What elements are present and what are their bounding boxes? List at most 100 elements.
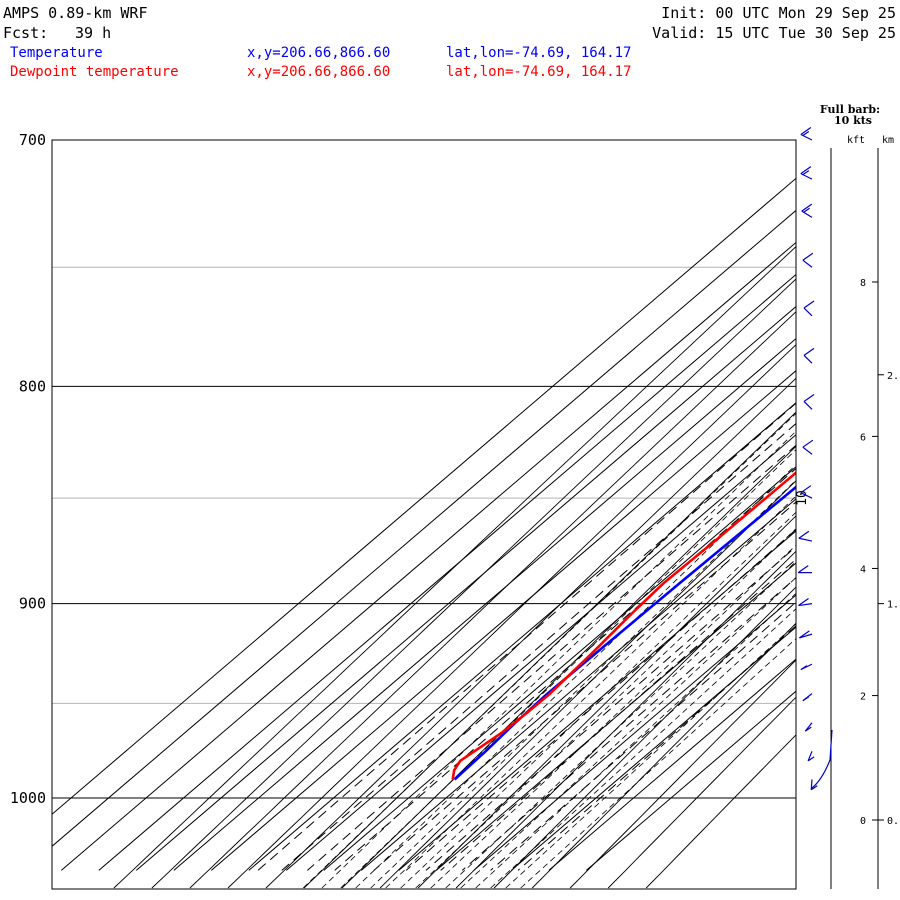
wind-barb-surface-trace xyxy=(811,729,833,789)
fcst-value: 39 h xyxy=(75,24,111,42)
mixing-ratio-label-10: 10 xyxy=(795,490,810,506)
wind-barb-staff xyxy=(810,779,813,790)
legend-temp-latlon: lat,lon=-74.69, 164.17 xyxy=(446,45,631,61)
mixing-ratio-line xyxy=(461,577,796,871)
mixing-ratio-line xyxy=(257,402,796,871)
isotherm xyxy=(52,177,796,815)
moist-adiabat xyxy=(415,528,796,889)
km-tick-label: 2. xyxy=(887,371,899,382)
wind-barb-staff xyxy=(800,492,813,499)
dry-adiabat xyxy=(493,586,796,889)
wind-barb-flag xyxy=(798,530,810,539)
legend-dew-xy: x,y=206.66,866.60 xyxy=(247,64,390,80)
dry-adiabat xyxy=(531,622,796,889)
wind-barb-flag xyxy=(803,300,815,309)
dry-adiabat xyxy=(455,550,796,889)
wind-barb xyxy=(803,300,815,317)
moist-adiabat xyxy=(400,511,796,889)
dry-adiabat xyxy=(341,445,796,889)
barb-key-line1: Full barb: xyxy=(820,103,880,116)
wind-barbs xyxy=(797,127,833,791)
isotherm xyxy=(398,530,796,871)
wind-barb-half xyxy=(802,170,810,176)
dry-adiabat xyxy=(227,344,796,889)
moist-adiabat xyxy=(370,479,796,889)
dry-adiabat xyxy=(151,278,796,889)
dry-adiabat xyxy=(265,377,796,889)
legend-temp-name: Temperature xyxy=(10,45,103,61)
wind-barb xyxy=(798,530,813,542)
wind-barb-staff xyxy=(798,537,813,542)
moist-adiabat xyxy=(340,449,796,889)
wind-barb-flag xyxy=(801,203,813,212)
mixing-ratio-line xyxy=(405,528,796,871)
wind-barb-half xyxy=(803,207,810,213)
wind-barb-half xyxy=(804,726,812,732)
wind-barb xyxy=(800,127,813,141)
wind-barb xyxy=(803,347,815,364)
wind-barb-flag xyxy=(800,127,812,135)
plot-frame xyxy=(51,139,797,890)
wind-barb-flag xyxy=(803,347,815,356)
wind-barb xyxy=(800,663,813,671)
wind-barb-half xyxy=(807,756,815,762)
wind-barb xyxy=(802,693,813,702)
isotherm xyxy=(510,626,796,871)
moist-adiabat xyxy=(475,592,796,889)
kft-tick-label: 8 xyxy=(860,278,866,289)
dry-adiabat xyxy=(379,480,796,889)
pressure-tick-label: 1000 xyxy=(10,789,46,807)
wind-barb xyxy=(800,485,813,499)
wind-barb-flag xyxy=(798,598,809,607)
wind-barb-half xyxy=(810,785,818,791)
mixing-ratio-line xyxy=(440,558,796,871)
header: AMPS 0.89-km WRF Fcst: 39 h Init: 00 UTC… xyxy=(3,4,896,42)
wind-barb xyxy=(804,722,813,732)
mixing-ratio-line xyxy=(307,444,796,871)
wind-barb-half xyxy=(802,130,810,136)
mixing-ratio-line xyxy=(373,501,796,871)
isotherm xyxy=(473,594,796,871)
isotherm xyxy=(98,273,796,871)
kft-label: kft xyxy=(847,135,865,146)
wind-barb-staff xyxy=(801,210,813,218)
kft-tick-label: 4 xyxy=(860,564,866,575)
moist-adiabat xyxy=(430,544,796,889)
moist-adiabat xyxy=(460,577,796,889)
pressure-tick-label: 800 xyxy=(19,377,46,395)
dry-adiabat xyxy=(607,696,796,889)
isotherm xyxy=(360,498,796,871)
wind-barb-flag xyxy=(800,166,812,175)
wind-barb xyxy=(802,439,814,455)
temperature-line xyxy=(453,485,796,781)
wind-barb-staff xyxy=(799,633,813,639)
wind-barb xyxy=(802,252,814,268)
model-title: AMPS 0.89-km WRF xyxy=(3,4,148,22)
dry-adiabat xyxy=(303,411,796,889)
isotherm xyxy=(285,434,796,871)
dry-adiabat xyxy=(645,734,796,889)
isotherm xyxy=(173,337,796,871)
km-tick-label: 0. xyxy=(887,816,899,827)
isotherm xyxy=(60,241,796,871)
wind-barb-staff xyxy=(803,354,813,364)
wind-barb-staff xyxy=(802,446,813,455)
wind-barb-half xyxy=(800,665,808,671)
moist-adiabat xyxy=(490,608,796,889)
wind-barb-staff xyxy=(800,173,813,180)
wind-barb-flag xyxy=(803,393,815,402)
wind-barb xyxy=(807,751,815,762)
isotherm xyxy=(585,690,796,871)
dewpoint-line xyxy=(451,470,796,780)
wind-barb-staff xyxy=(807,751,813,762)
wind-barb-flag xyxy=(800,485,812,494)
moist-adiabat xyxy=(520,638,796,889)
moist-adiabat xyxy=(385,495,796,889)
dry-adiabat xyxy=(417,515,796,889)
isotherm xyxy=(52,209,796,847)
barb-key: Full barb: 10 kts xyxy=(820,103,880,127)
wind-barb-flag xyxy=(802,252,814,261)
mixing-ratio-line xyxy=(490,601,796,871)
mixing-ratio-line xyxy=(517,625,796,871)
